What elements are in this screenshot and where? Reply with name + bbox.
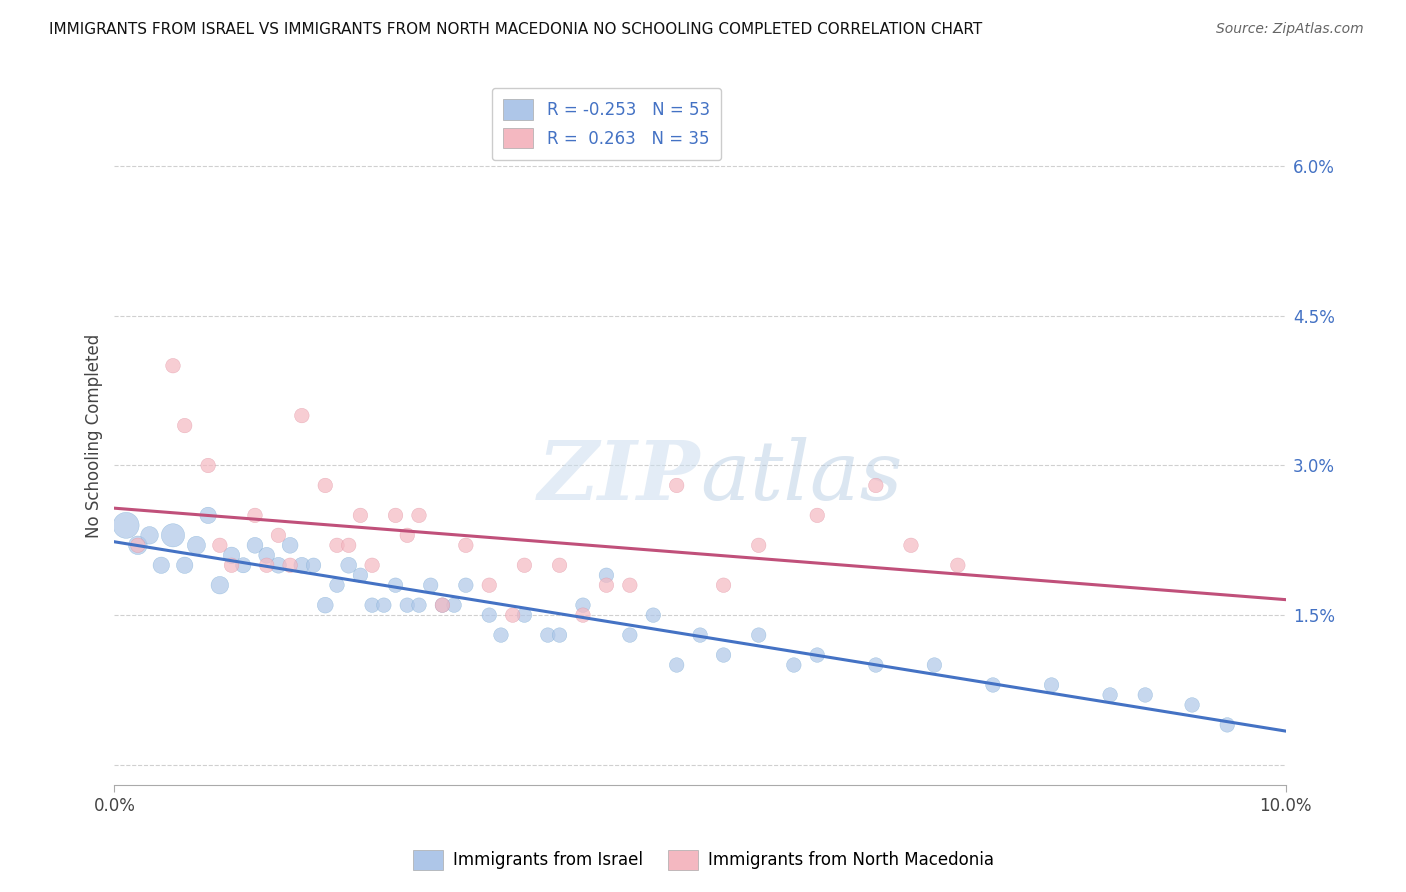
- Point: [548, 628, 571, 642]
- Point: [326, 538, 349, 552]
- Point: [595, 568, 617, 582]
- Point: [314, 598, 336, 612]
- Text: Source: ZipAtlas.com: Source: ZipAtlas.com: [1216, 22, 1364, 37]
- Point: [208, 538, 231, 552]
- Point: [689, 628, 711, 642]
- Point: [162, 528, 184, 542]
- Point: [267, 558, 290, 573]
- Point: [127, 538, 149, 552]
- Point: [900, 538, 922, 552]
- Point: [454, 578, 477, 592]
- Point: [443, 598, 465, 612]
- Point: [243, 538, 266, 552]
- Point: [1135, 688, 1157, 702]
- Point: [256, 558, 278, 573]
- Point: [349, 568, 371, 582]
- Point: [221, 549, 243, 563]
- Point: [1216, 718, 1239, 732]
- Point: [361, 598, 384, 612]
- Point: [408, 598, 430, 612]
- Point: [665, 658, 688, 673]
- Point: [243, 508, 266, 523]
- Legend: Immigrants from Israel, Immigrants from North Macedonia: Immigrants from Israel, Immigrants from …: [406, 843, 1000, 877]
- Point: [162, 359, 184, 373]
- Point: [326, 578, 349, 592]
- Point: [619, 578, 641, 592]
- Point: [396, 528, 419, 542]
- Point: [173, 418, 195, 433]
- Point: [138, 528, 160, 542]
- Text: IMMIGRANTS FROM ISRAEL VS IMMIGRANTS FROM NORTH MACEDONIA NO SCHOOLING COMPLETED: IMMIGRANTS FROM ISRAEL VS IMMIGRANTS FRO…: [49, 22, 983, 37]
- Point: [337, 558, 360, 573]
- Point: [643, 608, 665, 623]
- Point: [946, 558, 969, 573]
- Point: [865, 478, 887, 492]
- Point: [197, 508, 219, 523]
- Point: [783, 658, 806, 673]
- Point: [489, 628, 512, 642]
- Point: [291, 558, 314, 573]
- Point: [186, 538, 208, 552]
- Point: [595, 578, 617, 592]
- Point: [572, 608, 595, 623]
- Point: [197, 458, 219, 473]
- Point: [1040, 678, 1063, 692]
- Point: [432, 598, 454, 612]
- Point: [537, 628, 560, 642]
- Point: [221, 558, 243, 573]
- Point: [513, 558, 536, 573]
- Point: [1181, 698, 1204, 712]
- Point: [267, 528, 290, 542]
- Point: [454, 538, 477, 552]
- Point: [432, 598, 454, 612]
- Point: [408, 508, 430, 523]
- Point: [208, 578, 231, 592]
- Point: [665, 478, 688, 492]
- Point: [256, 549, 278, 563]
- Point: [384, 508, 406, 523]
- Point: [349, 508, 371, 523]
- Point: [361, 558, 384, 573]
- Point: [981, 678, 1004, 692]
- Y-axis label: No Schooling Completed: No Schooling Completed: [86, 334, 103, 538]
- Point: [806, 508, 828, 523]
- Text: atlas: atlas: [700, 437, 903, 517]
- Point: [572, 598, 595, 612]
- Point: [115, 518, 138, 533]
- Legend: R = -0.253   N = 53, R =  0.263   N = 35: R = -0.253 N = 53, R = 0.263 N = 35: [492, 87, 721, 160]
- Point: [127, 538, 149, 552]
- Point: [314, 478, 336, 492]
- Point: [806, 648, 828, 662]
- Point: [865, 658, 887, 673]
- Point: [278, 558, 301, 573]
- Point: [232, 558, 254, 573]
- Point: [748, 538, 770, 552]
- Point: [478, 608, 501, 623]
- Point: [548, 558, 571, 573]
- Point: [173, 558, 195, 573]
- Point: [1099, 688, 1122, 702]
- Point: [291, 409, 314, 423]
- Point: [502, 608, 524, 623]
- Point: [513, 608, 536, 623]
- Point: [396, 598, 419, 612]
- Point: [713, 648, 735, 662]
- Point: [419, 578, 441, 592]
- Point: [302, 558, 325, 573]
- Point: [713, 578, 735, 592]
- Point: [384, 578, 406, 592]
- Point: [619, 628, 641, 642]
- Point: [278, 538, 301, 552]
- Point: [373, 598, 395, 612]
- Point: [337, 538, 360, 552]
- Point: [150, 558, 173, 573]
- Text: ZIP: ZIP: [537, 437, 700, 517]
- Point: [478, 578, 501, 592]
- Point: [924, 658, 946, 673]
- Point: [748, 628, 770, 642]
